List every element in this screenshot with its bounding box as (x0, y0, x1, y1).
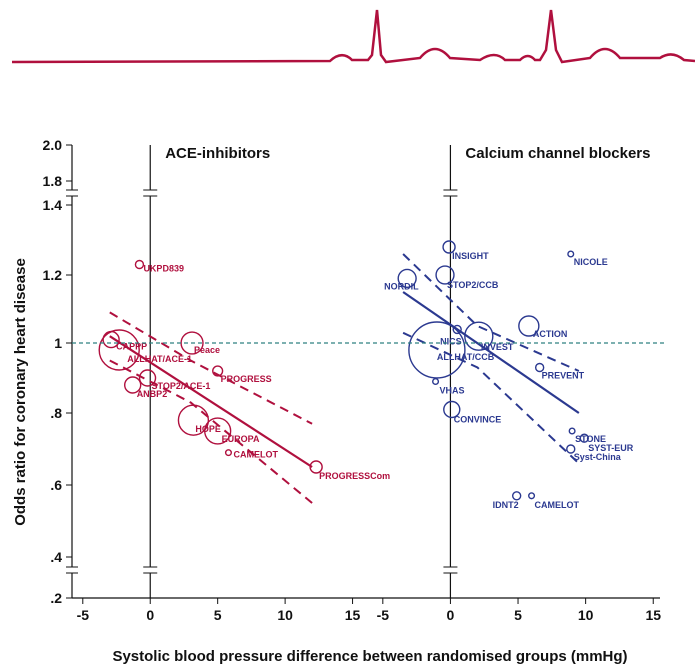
axis-break-gap (66, 567, 78, 573)
study-label: NORDIL (384, 281, 419, 291)
x-tick-label: 15 (345, 607, 361, 623)
y-tick-label: 1 (54, 335, 62, 351)
y-tick-label: 2.0 (43, 137, 63, 153)
x-tick-label: 10 (578, 607, 594, 623)
y-tick-label: .2 (50, 590, 62, 606)
study-label: CAMELOT (233, 450, 278, 460)
study-bubble (442, 240, 456, 254)
x-tick-label: -5 (377, 607, 390, 623)
study-bubble (177, 404, 210, 436)
y-tick-label: .8 (50, 405, 62, 421)
fit-line (109, 335, 313, 468)
x-tick-label: 10 (277, 607, 293, 623)
x-tick-label: 0 (146, 607, 154, 623)
y-tick-label: .4 (50, 549, 62, 565)
study-label: CAMELOT (535, 500, 580, 510)
axis-break-gap (143, 190, 158, 196)
study-label: SYST-EUR (588, 443, 634, 453)
study-bubble (212, 365, 224, 377)
study-bubble (408, 321, 466, 379)
axis-break-gap (443, 567, 458, 573)
study-bubble (528, 492, 536, 500)
study-label: PROGRESSCom (319, 471, 390, 481)
study-bubble (397, 268, 417, 289)
study-bubble (98, 329, 140, 371)
y-tick-label: 1.8 (43, 173, 63, 189)
study-bubble (568, 427, 576, 435)
study-bubble (464, 321, 494, 351)
axis-break-gap (443, 190, 458, 196)
study-bubble (134, 259, 145, 270)
study-label: PREVENT (542, 371, 585, 381)
study-bubble (518, 315, 540, 337)
study-bubble (443, 400, 461, 419)
study-label: STOP2/ACE-1 (152, 381, 211, 391)
y-axis-label: Odds ratio for coronary heart disease (12, 258, 29, 526)
study-label: UKPD839 (143, 264, 184, 274)
study-bubble (567, 250, 575, 258)
study-label: STONE (575, 434, 606, 444)
x-axis-label: Systolic blood pressure difference betwe… (112, 648, 627, 665)
panel-title: Calcium channel blockers (465, 145, 650, 162)
y-tick-label: 1.2 (43, 267, 63, 283)
study-bubble (432, 377, 440, 386)
study-label: CAPPP (116, 342, 147, 352)
study-bubble (138, 369, 157, 387)
study-label: CONVINCE (454, 415, 502, 425)
study-label: ALLHAT/ACE-1 (127, 354, 192, 364)
study-label: EUROPA (222, 434, 260, 444)
study-bubble (204, 417, 232, 445)
study-bubble (180, 331, 204, 355)
study-label: Syst-China (574, 452, 622, 462)
study-label: INSIGHT (452, 251, 489, 261)
y-tick-label: 1.4 (43, 197, 63, 213)
ci-lower (402, 331, 580, 465)
study-bubble (224, 449, 232, 457)
y-tick-label: .6 (50, 477, 62, 493)
x-tick-label: -5 (77, 607, 90, 623)
ci-lower (109, 359, 313, 504)
study-bubble (309, 460, 323, 474)
study-label: NICOLE (574, 257, 608, 267)
study-label: VHAS (440, 386, 465, 396)
ci-upper (109, 311, 313, 425)
panel-title: ACE-inhibitors (165, 145, 270, 162)
ecg-decoration (11, 9, 695, 64)
study-bubble (566, 444, 576, 454)
study-label: ACTION (533, 329, 568, 339)
study-bubble (123, 376, 142, 394)
fit-line (402, 291, 580, 414)
ci-upper (402, 253, 580, 372)
x-tick-label: 0 (447, 607, 455, 623)
x-tick-label: 5 (514, 607, 522, 623)
axis-break-gap (143, 567, 158, 573)
study-label: NICS (440, 336, 462, 346)
study-bubble (435, 265, 455, 285)
x-tick-label: 15 (645, 607, 661, 623)
study-bubble (452, 324, 462, 335)
study-bubble (579, 433, 589, 443)
study-bubble (511, 491, 522, 501)
study-label: IDNT2 (493, 500, 519, 510)
study-label: ALLHAT/CCB (437, 352, 495, 362)
study-label: Peace (194, 345, 220, 355)
study-label: STOP2/CCB (447, 280, 499, 290)
study-label: ANBP2 (137, 389, 168, 399)
study-bubble (534, 362, 545, 373)
study-label: HOPE (195, 424, 221, 434)
x-tick-label: 5 (214, 607, 222, 623)
study-label: INVEST (481, 342, 514, 352)
axis-break-gap (66, 190, 78, 196)
study-label: PROGRESS (221, 374, 272, 384)
